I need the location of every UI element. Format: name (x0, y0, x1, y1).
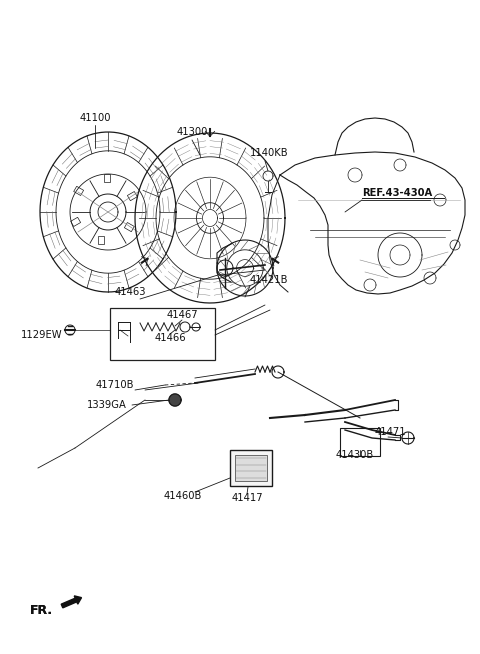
Bar (235, 455, 267, 481)
Text: 41463: 41463 (114, 287, 146, 297)
Bar (74, 186, 84, 196)
Text: 41466: 41466 (154, 333, 186, 343)
Bar (110, 308, 215, 360)
Bar (71, 217, 81, 226)
Bar (98, 236, 104, 244)
FancyArrow shape (61, 596, 82, 608)
Bar (104, 174, 110, 182)
Polygon shape (169, 394, 181, 406)
Text: 41460B: 41460B (164, 491, 202, 501)
Bar (230, 450, 272, 486)
Bar (127, 192, 137, 201)
Text: REF.43-430A: REF.43-430A (362, 188, 432, 198)
Text: 41100: 41100 (79, 113, 111, 123)
Bar (124, 222, 134, 232)
Text: FR.: FR. (30, 604, 53, 617)
Text: 41471: 41471 (374, 427, 406, 437)
Text: 41421B: 41421B (250, 275, 288, 285)
Text: 41300: 41300 (176, 127, 208, 137)
Text: 1129EW: 1129EW (21, 330, 63, 340)
Text: 1140KB: 1140KB (250, 148, 288, 158)
Bar (340, 428, 380, 456)
Text: FR.: FR. (30, 604, 53, 617)
Text: 41467: 41467 (166, 310, 198, 320)
Text: 41430B: 41430B (336, 450, 374, 460)
Text: 1339GA: 1339GA (87, 400, 127, 410)
Text: 41417: 41417 (231, 493, 263, 503)
Text: 41710B: 41710B (96, 380, 134, 390)
